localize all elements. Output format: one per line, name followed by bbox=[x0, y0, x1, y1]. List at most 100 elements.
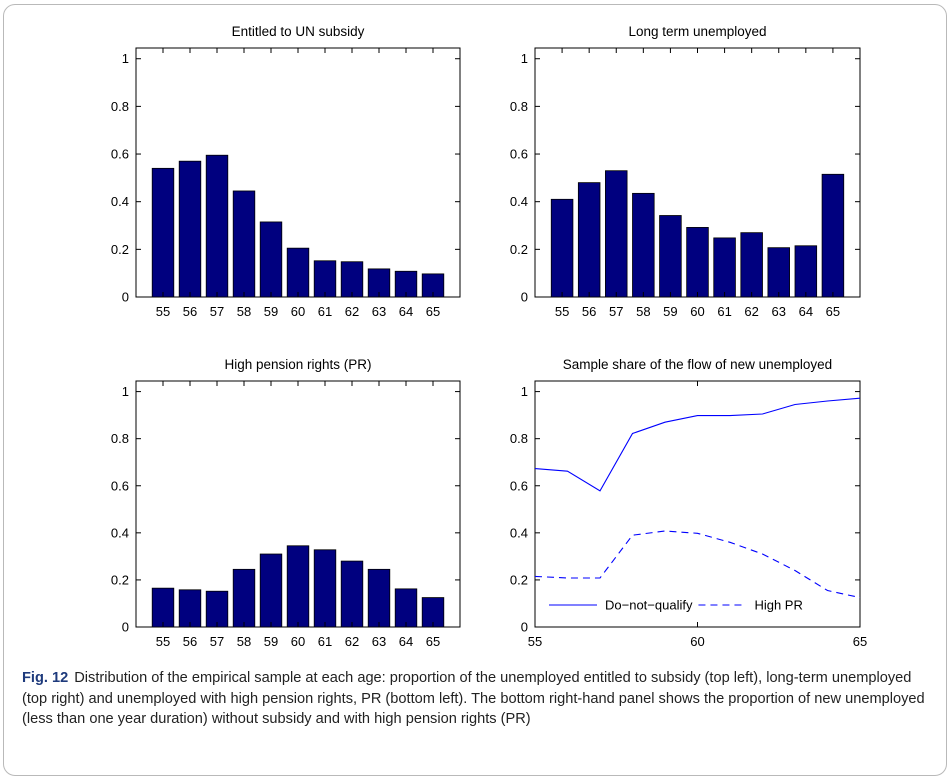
bar-61 bbox=[713, 237, 736, 298]
x-tick-label: 56 bbox=[582, 304, 596, 319]
bar-58 bbox=[232, 568, 256, 628]
bar-65 bbox=[821, 173, 845, 298]
y-tick-label: 0 bbox=[122, 620, 129, 635]
y-tick-label: 0.6 bbox=[510, 147, 528, 162]
y-tick-label: 1 bbox=[122, 51, 129, 66]
x-tick-label: 64 bbox=[799, 304, 813, 319]
x-tick-label: 65 bbox=[853, 634, 867, 649]
x-tick-label: 55 bbox=[156, 634, 170, 649]
y-tick-label: 0.2 bbox=[111, 572, 129, 587]
bar-57 bbox=[205, 154, 229, 298]
panel-high-pension-rights-pr: High pension rights (PR) 0 0.2 0.4 0.6 0.8 1 55… bbox=[111, 357, 461, 649]
axes-frame bbox=[534, 380, 861, 628]
x-tick-label: 59 bbox=[663, 304, 677, 319]
x-tick-label: 64 bbox=[399, 304, 413, 319]
bar-60 bbox=[686, 227, 709, 298]
bar-57 bbox=[205, 590, 229, 628]
x-tick-label: 56 bbox=[183, 634, 197, 649]
bar-56 bbox=[577, 182, 601, 298]
bar-62 bbox=[740, 232, 763, 298]
y-tick-label: 0.2 bbox=[510, 242, 528, 257]
bar-59 bbox=[259, 553, 283, 628]
bar-56 bbox=[178, 160, 202, 298]
x-tick-label: 65 bbox=[826, 304, 840, 319]
x-tick-label: 57 bbox=[210, 304, 224, 319]
bar-59 bbox=[259, 221, 283, 298]
y-tick-label: 1 bbox=[521, 384, 528, 399]
y-tick-label: 0.6 bbox=[111, 147, 129, 162]
x-tick-label: 62 bbox=[744, 304, 758, 319]
x-tick-label: 57 bbox=[210, 634, 224, 649]
bar-55 bbox=[550, 198, 574, 298]
figure-caption: Fig. 12 Distribution of the empirical sam… bbox=[22, 668, 932, 730]
y-tick-label: 0 bbox=[521, 290, 528, 305]
panel-title: Long term unemployed bbox=[628, 24, 766, 39]
x-tick-label: 55 bbox=[555, 304, 569, 319]
y-tick-label: 1 bbox=[122, 384, 129, 399]
chart-entitled-un-subsidy: Entitled to UN subsidy 0 0.2 0.4 0.6 0.8 1 55 56… bbox=[111, 24, 867, 649]
bar-59 bbox=[659, 215, 682, 298]
legend: Do−not−qualify High PR bbox=[549, 598, 803, 613]
x-tick-label: 57 bbox=[609, 304, 623, 319]
x-tick-label: 61 bbox=[717, 304, 731, 319]
x-tick-label: 60 bbox=[690, 634, 704, 649]
y-tick-label: 0.6 bbox=[111, 478, 129, 493]
legend-label-high-pr: High PR bbox=[754, 598, 802, 613]
caption-text: Distribution of the empirical sample at … bbox=[22, 670, 925, 727]
y-tick-label: 0.8 bbox=[111, 431, 129, 446]
x-tick-label: 64 bbox=[399, 634, 413, 649]
legend-label-do-not-qualify: Do−not−qualify bbox=[605, 598, 693, 613]
x-tick-label: 63 bbox=[772, 304, 786, 319]
x-tick-label: 55 bbox=[528, 634, 542, 649]
bar-55 bbox=[151, 167, 175, 298]
y-tick-label: 0 bbox=[521, 620, 528, 635]
y-tick-label: 0.8 bbox=[111, 99, 129, 114]
y-tick-label: 0.4 bbox=[510, 525, 528, 540]
bar-60 bbox=[286, 545, 310, 628]
bar-61 bbox=[313, 549, 337, 628]
panel-title: High pension rights (PR) bbox=[224, 357, 371, 372]
y-tick-label: 1 bbox=[521, 51, 528, 66]
x-tick-label: 59 bbox=[264, 304, 278, 319]
panel-long-term-unemployed: Long term unemployed 0 0.2 0.4 0.6 0.8 1 55 56 57… bbox=[510, 24, 861, 319]
x-tick-label: 62 bbox=[345, 304, 359, 319]
panel-entitled-to-un-subsidy: Entitled to UN subsidy 0 0.2 0.4 0.6 0.8 1 55 56… bbox=[111, 24, 461, 319]
x-tick-label: 58 bbox=[237, 634, 251, 649]
x-tick-label: 56 bbox=[183, 304, 197, 319]
x-tick-label: 55 bbox=[156, 304, 170, 319]
bar-55 bbox=[151, 587, 175, 628]
bar-64 bbox=[794, 245, 818, 298]
bar-56 bbox=[178, 589, 202, 628]
x-tick-label: 63 bbox=[372, 304, 386, 319]
bar-60 bbox=[286, 247, 310, 298]
series-line-high-pr bbox=[534, 530, 861, 599]
bar-63 bbox=[367, 568, 391, 628]
series-line-do-not-qualify bbox=[534, 397, 861, 492]
bar-58 bbox=[232, 190, 256, 298]
x-tick-label: 61 bbox=[318, 634, 332, 649]
y-tick-label: 0 bbox=[122, 290, 129, 305]
x-tick-label: 59 bbox=[264, 634, 278, 649]
x-tick-label: 62 bbox=[345, 634, 359, 649]
y-tick-label: 0.2 bbox=[510, 572, 528, 587]
y-tick-label: 0.6 bbox=[510, 478, 528, 493]
y-tick-label: 0.8 bbox=[510, 99, 528, 114]
x-tick-label: 58 bbox=[237, 304, 251, 319]
bar-63 bbox=[767, 247, 790, 298]
bar-58 bbox=[632, 192, 655, 298]
x-tick-label: 60 bbox=[291, 634, 305, 649]
panel-title: Entitled to UN subsidy bbox=[232, 24, 365, 39]
panel-title: Sample share of the flow of new unemploy… bbox=[563, 357, 832, 372]
bar-57 bbox=[605, 170, 628, 298]
bar-62 bbox=[340, 261, 364, 298]
y-tick-label: 0.4 bbox=[111, 194, 129, 209]
y-tick-label: 0.2 bbox=[111, 242, 129, 257]
figure-frame bbox=[3, 4, 947, 776]
x-tick-label: 58 bbox=[636, 304, 650, 319]
x-tick-label: 61 bbox=[318, 304, 332, 319]
x-tick-label: 60 bbox=[690, 304, 704, 319]
x-tick-label: 63 bbox=[372, 634, 386, 649]
caption-label: Fig. 12 bbox=[22, 670, 69, 686]
y-tick-label: 0.8 bbox=[510, 431, 528, 446]
panel-entitled-un-subsidy: Entitled to UN subsidy 0 0.2 0.4 0.6 0.8 1 55 56… bbox=[111, 24, 867, 649]
